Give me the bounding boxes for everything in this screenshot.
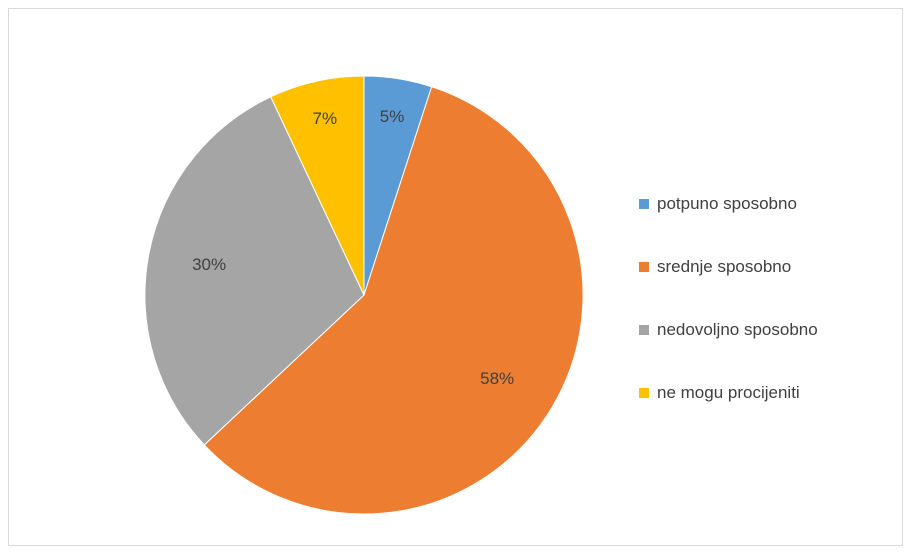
pie-slice-nedovoljno-sposobno bbox=[144, 96, 365, 446]
legend-item-potpuno-sposobno: potpuno sposobno bbox=[639, 194, 818, 214]
data-label-ne-mogu-procijeniti: 7% bbox=[313, 109, 338, 128]
pie-chart: 5% 58% 30% 7% bbox=[144, 75, 584, 515]
pie-slices bbox=[144, 75, 584, 515]
legend-label-potpuno-sposobno: potpuno sposobno bbox=[657, 194, 797, 213]
legend-label-srednje-sposobno: srednje sposobno bbox=[657, 257, 792, 276]
legend-swatch-srednje-sposobno bbox=[639, 262, 649, 272]
legend-label-nedovoljno-sposobno: nedovoljno sposobno bbox=[657, 320, 818, 339]
legend-item-srednje-sposobno: srednje sposobno bbox=[639, 257, 818, 277]
pie-data-labels: 5% 58% 30% 7% bbox=[192, 107, 514, 388]
data-label-nedovoljno-sposobno: 30% bbox=[192, 255, 226, 274]
legend-item-nedovoljno-sposobno: nedovoljno sposobno bbox=[639, 320, 818, 340]
legend-label-ne-mogu-procijeniti: ne mogu procijeniti bbox=[657, 383, 800, 402]
legend-item-ne-mogu-procijeniti: ne mogu procijeniti bbox=[639, 383, 818, 403]
data-label-potpuno-sposobno: 5% bbox=[380, 107, 405, 126]
chart-area: 5% 58% 30% 7% potpuno sposobno srednje spos… bbox=[8, 8, 903, 546]
pie-slice-ne-mogu-procijeniti bbox=[270, 75, 365, 296]
pie-slice-srednje-sposobno bbox=[203, 86, 584, 515]
data-label-srednje-sposobno: 58% bbox=[480, 369, 514, 388]
legend: potpuno sposobno srednje sposobno nedovo… bbox=[639, 194, 818, 446]
legend-swatch-ne-mogu-procijeniti bbox=[639, 388, 649, 398]
legend-swatch-nedovoljno-sposobno bbox=[639, 325, 649, 335]
legend-swatch-potpuno-sposobno bbox=[639, 199, 649, 209]
